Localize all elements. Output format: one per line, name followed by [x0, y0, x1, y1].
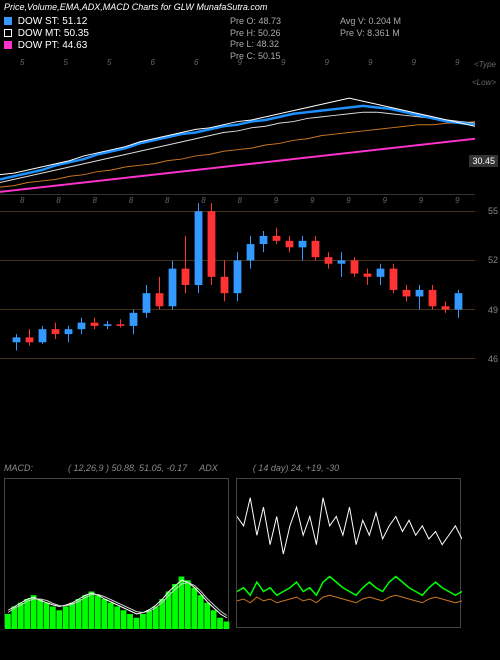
svg-text:8: 8	[165, 196, 170, 205]
svg-text:8: 8	[20, 196, 25, 205]
svg-text:5: 5	[107, 58, 112, 67]
svg-text:9: 9	[325, 58, 330, 67]
svg-text:8: 8	[201, 196, 206, 205]
macd-params: ( 12,26,9 ) 50.88, 51.05, -0.17	[68, 463, 187, 473]
svg-text:8: 8	[56, 196, 61, 205]
legend-pt: DOW PT: 44.63	[4, 40, 87, 51]
legend-pt-label: DOW PT:	[18, 40, 60, 51]
svg-text:9: 9	[419, 196, 424, 205]
svg-text:9: 9	[412, 58, 417, 67]
macd-chart	[5, 479, 230, 629]
adx-label: ADX	[199, 463, 218, 473]
svg-text:5: 5	[20, 58, 25, 67]
stat-avgvol: Avg V: 0.204 M	[340, 16, 401, 28]
candle-panel: 8 8 8 8 8 8 8 9 9 9 9 9 9	[0, 195, 475, 375]
legend-mt-label: DOW MT:	[18, 28, 61, 39]
adx-chart	[237, 479, 462, 629]
legend-pt-value: 44.63	[62, 40, 87, 51]
svg-text:6: 6	[151, 58, 156, 67]
legend-mt: DOW MT: 50.35	[4, 28, 89, 39]
legend-st: DOW ST: 51.12	[4, 16, 87, 27]
price-chart: 5 5 5 6 6 9 9 9 9 9 9	[0, 55, 475, 195]
candle-chart: 8 8 8 8 8 8 8 9 9 9 9 9 9	[0, 195, 475, 375]
stat-open: Pre O: 48.73	[230, 16, 281, 28]
legend-st-marker	[4, 17, 12, 25]
svg-text:8: 8	[93, 196, 98, 205]
stat-prevol: Pre V: 8.361 M	[340, 28, 401, 40]
svg-text:9: 9	[383, 196, 388, 205]
price-highlight-label: 30.45	[469, 155, 498, 167]
svg-text:9: 9	[455, 58, 460, 67]
svg-text:9: 9	[455, 196, 460, 205]
legend-st-label: DOW ST:	[18, 16, 60, 27]
svg-text:9: 9	[368, 58, 373, 67]
candle-ylabel: 46	[488, 354, 498, 364]
svg-text:9: 9	[281, 58, 286, 67]
svg-text:6: 6	[194, 58, 199, 67]
low-label: <Low>	[472, 78, 496, 87]
stat-high: Pre H: 50.26	[230, 28, 281, 40]
svg-text:8: 8	[238, 196, 243, 205]
indicator-labels: MACD: ( 12,26,9 ) 50.88, 51.05, -0.17 AD…	[4, 463, 339, 473]
adx-params: ( 14 day) 24, +19, -30	[253, 463, 339, 473]
svg-text:9: 9	[346, 196, 351, 205]
svg-text:9: 9	[274, 196, 279, 205]
candle-ylabel: 55	[488, 206, 498, 216]
candle-ylabel: 49	[488, 305, 498, 315]
legend-st-value: 51.12	[62, 16, 87, 27]
macd-label: MACD:	[4, 463, 33, 473]
price-panel: 5 5 5 6 6 9 9 9 9 9 9	[0, 55, 475, 195]
macd-panel	[4, 478, 229, 628]
svg-text:5: 5	[64, 58, 69, 67]
stat-low: Pre L: 48.32	[230, 39, 281, 51]
svg-text:8: 8	[129, 196, 134, 205]
candle-ylabel: 52	[488, 255, 498, 265]
svg-text:9: 9	[238, 58, 243, 67]
svg-text:9: 9	[310, 196, 315, 205]
legend-pt-marker	[4, 41, 12, 49]
chart-title: Price,Volume,EMA,ADX,MACD Charts for GLW…	[4, 2, 267, 12]
stats-vol: Avg V: 0.204 M Pre V: 8.361 M	[340, 16, 401, 39]
adx-panel	[236, 478, 461, 628]
legend-mt-value: 50.35	[64, 28, 89, 39]
type-label: <Type	[474, 60, 496, 69]
legend-mt-marker	[4, 29, 12, 37]
